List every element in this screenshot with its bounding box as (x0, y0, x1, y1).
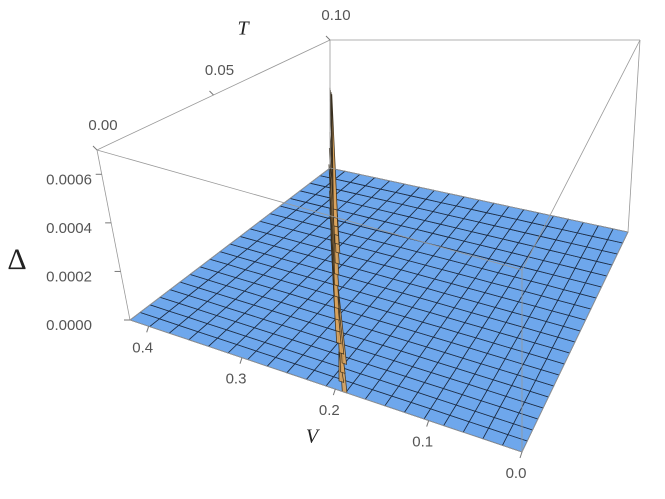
box-edge (129, 319, 523, 453)
y-tick (209, 90, 214, 96)
surface (129, 167, 629, 453)
z-tick-label: 0.0000 (46, 317, 92, 334)
x-tick (519, 451, 523, 459)
x-tick (426, 420, 430, 427)
y-axis-label: T (237, 18, 250, 40)
ridge-spike (331, 94, 338, 211)
x-tick (332, 388, 336, 396)
x-tick (239, 357, 243, 364)
ridge (328, 87, 348, 394)
box-edge (627, 39, 641, 233)
z-tick-label: 0.0002 (46, 268, 92, 285)
y-tick (92, 145, 98, 151)
x-tick-label: 0.4 (132, 339, 153, 356)
y-tick-label: 0.05 (205, 62, 234, 79)
z-tick-label: 0.0004 (46, 220, 92, 237)
box-edge (329, 167, 629, 233)
x-tick-label: 0.1 (412, 434, 433, 451)
box-edge (96, 149, 523, 271)
box-edge (96, 149, 131, 321)
y-tick-label: 0.00 (88, 117, 117, 134)
z-axis-label: Δ (7, 243, 26, 276)
box-edge (521, 231, 629, 453)
y-tick (325, 35, 331, 41)
x-tick-label: 0.0 (506, 465, 527, 482)
box-edge (521, 39, 641, 271)
labels: 0.0 0.1 0.2 0.3 0.4 0.00 0.05 0.10 0.0000 0.0002 0… (46, 7, 526, 482)
x-axis-label: V (306, 426, 321, 448)
y-tick-label: 0.10 (321, 7, 350, 24)
x-tick (146, 326, 150, 333)
z-tick-label: 0.0006 (46, 171, 92, 188)
box-edge (129, 167, 331, 321)
bounding-box (96, 39, 641, 453)
x-tick-label: 0.2 (319, 402, 340, 419)
x-tick-label: 0.3 (226, 371, 247, 388)
